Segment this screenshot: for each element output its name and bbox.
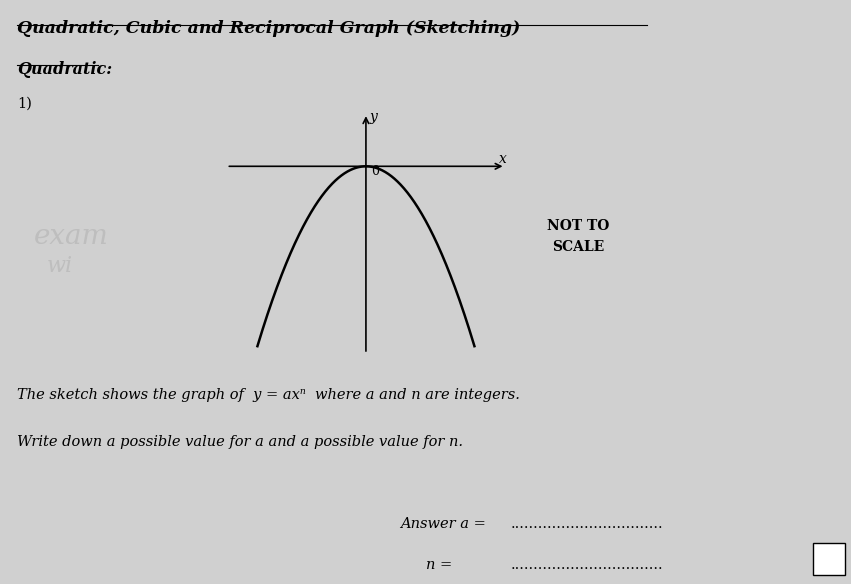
Text: wi: wi <box>47 255 73 277</box>
Text: Quadratic:: Quadratic: <box>17 61 112 78</box>
Text: Write down a possible value for a and a possible value for n.: Write down a possible value for a and a … <box>17 435 463 449</box>
Text: 0: 0 <box>371 165 380 178</box>
Text: y: y <box>369 110 378 124</box>
Text: The sketch shows the graph of  y = axⁿ  where a and n are integers.: The sketch shows the graph of y = axⁿ wh… <box>17 388 520 402</box>
Text: .................................: ................................. <box>511 558 663 572</box>
Text: Quadratic, Cubic and Reciprocal Graph (Sketching): Quadratic, Cubic and Reciprocal Graph (S… <box>17 20 521 37</box>
Text: Answer a =: Answer a = <box>400 517 486 531</box>
Text: x: x <box>499 152 507 166</box>
Text: .................................: ................................. <box>511 517 663 531</box>
Bar <box>813 543 845 575</box>
Text: 1): 1) <box>17 96 31 110</box>
Text: exam: exam <box>34 223 109 250</box>
Text: NOT TO
SCALE: NOT TO SCALE <box>547 219 610 254</box>
Text: n =: n = <box>426 558 452 572</box>
